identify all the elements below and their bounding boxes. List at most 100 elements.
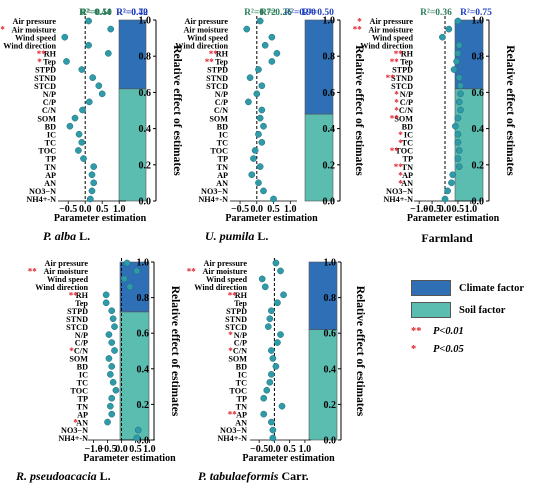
- panel-5-var-label: BD: [236, 363, 247, 372]
- panel-4-point: [112, 386, 120, 394]
- panel-2-var-label: STND: [206, 74, 228, 83]
- panel-4-point: [104, 418, 111, 426]
- panel-2-x-tick-label: −0.5: [231, 204, 249, 215]
- panel-3-point: [455, 163, 463, 170]
- panel-5-var-label: TP: [237, 394, 247, 403]
- significance-text-p001: P<0.01: [433, 325, 464, 337]
- panel-4-point: [105, 355, 113, 362]
- panel-5-y-tick-label: 0.6: [324, 329, 337, 340]
- panel-3-sig-stars: *: [398, 170, 403, 180]
- panel-5-point: [274, 339, 281, 346]
- panel-4-var-label: AN: [76, 418, 88, 427]
- panel-5-point: [266, 315, 274, 323]
- panel-2-y-tick-label: 0.2: [323, 160, 336, 171]
- panel-1-y-tick-label: 0.0: [139, 197, 152, 208]
- panel-1-var-label: TOC: [38, 147, 56, 156]
- panel-2-var-label: N/P: [215, 90, 228, 99]
- panel-2-point: [268, 58, 276, 65]
- panel-1-x-axis-label: Parameter estimation: [54, 213, 147, 224]
- panel-2-x-tick-label: 0.5: [267, 204, 280, 215]
- panel-3-sig-stars: *: [398, 138, 403, 148]
- panel-1-point: [79, 106, 86, 114]
- panel-3-point: [455, 74, 463, 81]
- panel-3-var-label: Wind speed: [372, 33, 413, 42]
- panel-1-var-label: Air moisture: [12, 25, 57, 34]
- panel-1-point: [66, 122, 74, 130]
- panel-4-point: [134, 426, 142, 434]
- panel-5-bar-climate: [308, 261, 338, 330]
- panel-3-var-label: TN: [402, 163, 413, 172]
- panel-2-point: [253, 90, 261, 98]
- panel-5-var-label: Wind speed: [206, 275, 247, 284]
- panel-1-var-label: TP: [46, 155, 56, 164]
- panel-3-var-label: Air moisture: [369, 25, 414, 34]
- panel-3-point: [455, 147, 463, 154]
- panel-5-point: [268, 418, 275, 426]
- panel-1-var-label: AN: [44, 179, 56, 188]
- panel-3-var-label: N/P: [400, 90, 413, 99]
- panel-1-point: [71, 114, 79, 122]
- panel-1-sig-stars: *: [37, 57, 42, 67]
- panel-1-var-label: STND: [34, 74, 56, 83]
- panel-1-point: [61, 33, 69, 41]
- panel-3-point: [454, 114, 462, 122]
- panel-1-point: [75, 147, 82, 154]
- panel-2-var-label: Wind speed: [187, 33, 228, 42]
- panel-2-point: [260, 122, 267, 130]
- panel-5-var-label: STPD: [226, 307, 247, 316]
- panel-1-sig-stars: **: [0, 25, 5, 35]
- panel-3-var-label: STCD: [391, 82, 413, 91]
- panel-4-point: [133, 267, 141, 275]
- significance-stars-single: *: [411, 343, 417, 355]
- panel-1-title: P. alba L.: [43, 229, 90, 243]
- panel-2-point: [260, 187, 267, 195]
- panel-4-var-label: C/N: [74, 347, 88, 356]
- panel-4-var-label: Air moisture: [44, 267, 89, 276]
- panel-3-sig-stars: *: [394, 106, 399, 116]
- panel-5-x-tick-label: 0.0: [268, 444, 281, 455]
- panel-5-r2-left: R²=0.26: [260, 8, 292, 18]
- panel-5-var-label: C/N: [233, 347, 247, 356]
- panel-5-var-label: TC: [236, 379, 247, 388]
- panel-4-var-label: Wind direction: [35, 283, 88, 292]
- panel-2-x-tick-label: 1.0: [284, 204, 297, 215]
- panel-5-var-label: RH: [235, 291, 248, 300]
- panel-1-var-label: RH: [44, 50, 57, 59]
- panel-2-point: [255, 179, 262, 187]
- panel-5-y-tick-label: 1.0: [324, 258, 337, 269]
- panel-4-var-label: STPD: [67, 307, 88, 316]
- panel-2-y-axis-label: Relative effect of estimates: [353, 45, 365, 176]
- panel-5-point: [274, 299, 281, 307]
- panel-1-point: [90, 163, 98, 170]
- panel-1-var-label: BD: [45, 122, 56, 131]
- panel-1-var-label: TN: [45, 163, 56, 172]
- panel-3-var-label: NH4+-N: [383, 195, 413, 204]
- panel-1-var-label: IC: [47, 130, 56, 139]
- panel-5-sig-stars: *: [228, 346, 233, 356]
- panel-5-y-tick-label: 0.8: [324, 293, 337, 304]
- panel-5-point: [272, 259, 280, 267]
- panel-2-var-label: SOM: [209, 114, 228, 123]
- panel-1-point: [78, 139, 86, 146]
- panel-3-r2-right: R²=0.75: [460, 8, 492, 18]
- panel-1-var-label: AP: [45, 171, 56, 180]
- panel-1-var-label: NH4+-N: [26, 195, 56, 204]
- panel-4-var-label: Air pressure: [45, 259, 89, 268]
- panel-3-var-label: TP: [403, 155, 413, 164]
- panel-4-sig-stars: **: [69, 290, 79, 300]
- panel-5-y-tick-label: 0.2: [324, 400, 337, 411]
- panel-3-x-tick-label: −1.0: [410, 204, 428, 215]
- panel-5-var-label: STND: [225, 315, 247, 324]
- panel-2-point: [243, 25, 251, 33]
- panel-3-var-label: Air pressure: [370, 17, 414, 26]
- panel-5-y-axis-label: Relative effect of estimates: [354, 286, 366, 417]
- panel-5-var-label: C/P: [234, 339, 247, 348]
- panel-3-point: [455, 98, 463, 106]
- panel-1-var-label: C/N: [42, 106, 56, 115]
- panel-2-point: [268, 33, 276, 41]
- panel-1-y-tick-label: 0.6: [139, 88, 152, 99]
- panel-3-var-label: TOC: [395, 147, 413, 156]
- panel-1-y-tick-label: 1.0: [139, 16, 152, 27]
- panel-3-sig-stars: *: [394, 98, 399, 108]
- panel-4-var-label: IC: [79, 371, 88, 380]
